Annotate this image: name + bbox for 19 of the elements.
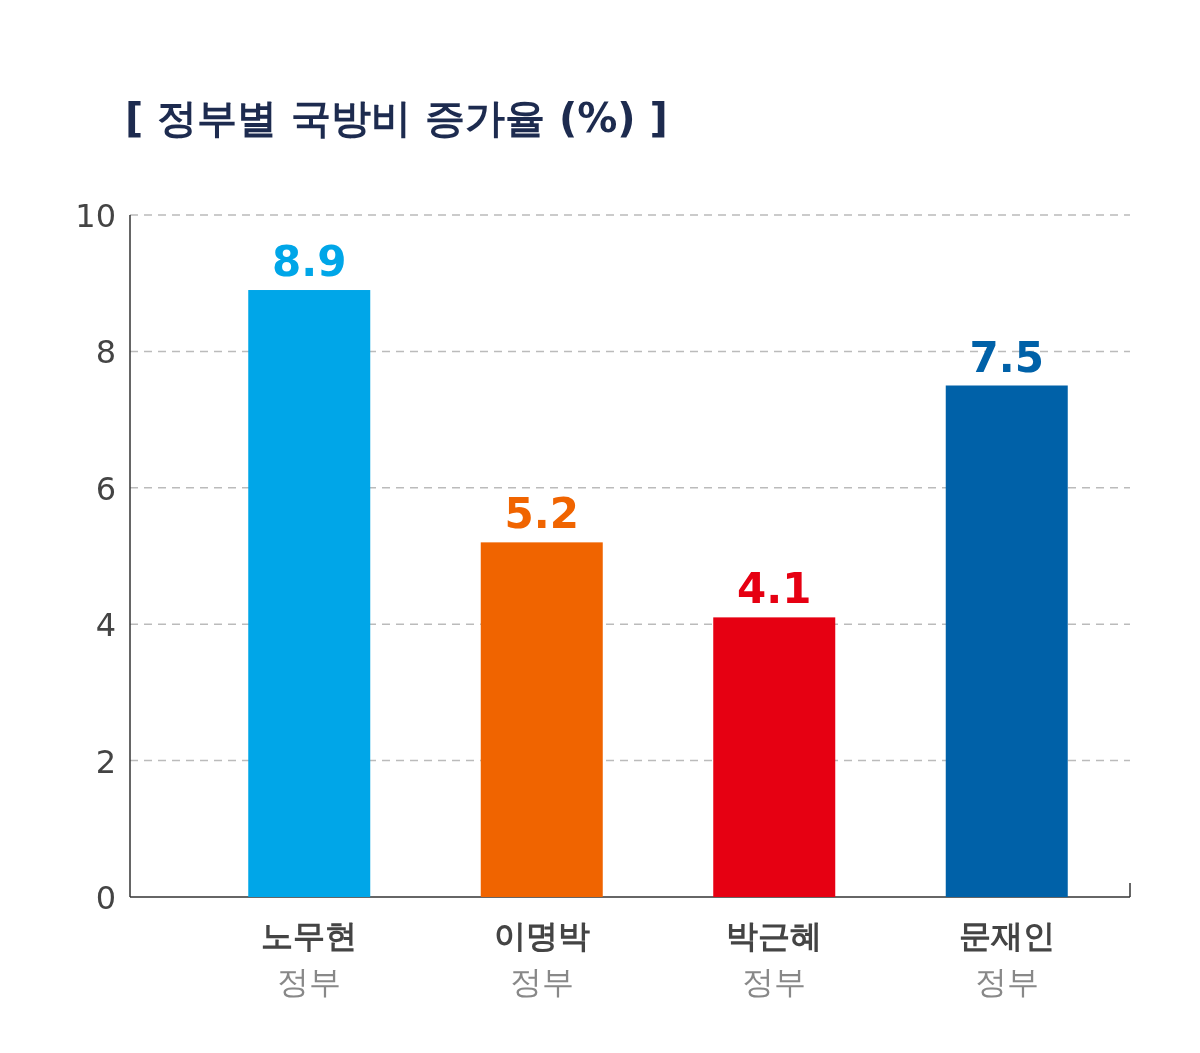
y-tick-label: 4 xyxy=(95,606,116,645)
bar xyxy=(945,385,1068,897)
x-tick-label: 노무현 정부 xyxy=(261,917,358,1001)
y-tick-label: 8 xyxy=(95,333,116,372)
data-label: 4.1 xyxy=(737,564,812,614)
chart-title: [ 정부별 국방비 증가율 (%) ] xyxy=(125,95,668,141)
y-tick-label: 10 xyxy=(75,197,116,235)
y-tick-label: 0 xyxy=(95,879,116,917)
bar xyxy=(713,617,836,897)
x-tick-label: 문재인 정부 xyxy=(958,917,1055,1001)
data-label: 7.5 xyxy=(969,332,1044,382)
bar xyxy=(480,542,603,897)
data-label: 8.9 xyxy=(272,237,347,287)
data-label: 5.2 xyxy=(504,489,579,539)
x-tick-label: 이명박 정부 xyxy=(493,917,590,1001)
bar xyxy=(248,290,371,897)
y-tick-label: 6 xyxy=(95,469,116,508)
y-tick-label: 2 xyxy=(95,742,116,781)
x-tick-label: 박근혜 정부 xyxy=(726,917,823,1001)
